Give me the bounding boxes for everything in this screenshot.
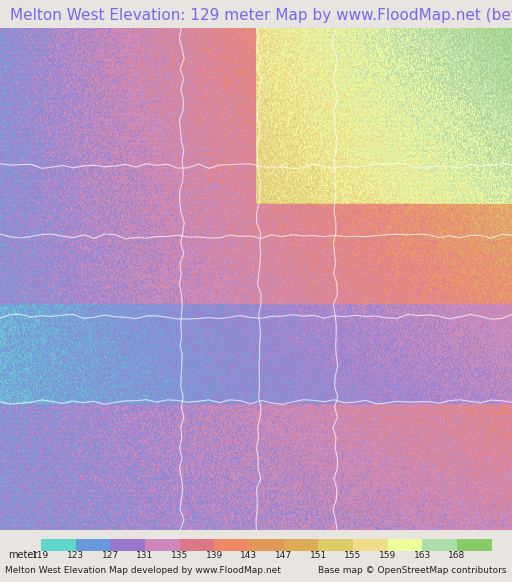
Text: 123: 123 bbox=[67, 552, 84, 560]
Text: 139: 139 bbox=[206, 552, 223, 560]
Text: 159: 159 bbox=[379, 552, 396, 560]
Text: 147: 147 bbox=[275, 552, 292, 560]
Text: 151: 151 bbox=[310, 552, 327, 560]
Bar bbox=[457, 539, 492, 551]
Text: Base map © OpenStreetMap contributors: Base map © OpenStreetMap contributors bbox=[318, 566, 507, 574]
Bar bbox=[41, 539, 76, 551]
Bar bbox=[284, 539, 318, 551]
Text: 119: 119 bbox=[32, 552, 50, 560]
Bar bbox=[214, 539, 249, 551]
Text: 127: 127 bbox=[102, 552, 119, 560]
Text: 135: 135 bbox=[171, 552, 188, 560]
Text: Melton West Elevation: 129 meter Map by www.FloodMap.net (beta): Melton West Elevation: 129 meter Map by … bbox=[10, 8, 512, 23]
Bar bbox=[353, 539, 388, 551]
Text: 155: 155 bbox=[344, 552, 361, 560]
Bar bbox=[249, 539, 284, 551]
Bar bbox=[388, 539, 422, 551]
Text: 168: 168 bbox=[448, 552, 465, 560]
Text: Melton West Elevation Map developed by www.FloodMap.net: Melton West Elevation Map developed by w… bbox=[5, 566, 281, 574]
Text: 143: 143 bbox=[240, 552, 258, 560]
Bar bbox=[180, 539, 214, 551]
Text: meter: meter bbox=[8, 551, 37, 560]
Bar bbox=[76, 539, 110, 551]
Text: 131: 131 bbox=[136, 552, 154, 560]
Bar bbox=[422, 539, 457, 551]
Text: 163: 163 bbox=[414, 552, 431, 560]
Bar bbox=[318, 539, 353, 551]
Bar bbox=[110, 539, 145, 551]
Bar bbox=[145, 539, 180, 551]
